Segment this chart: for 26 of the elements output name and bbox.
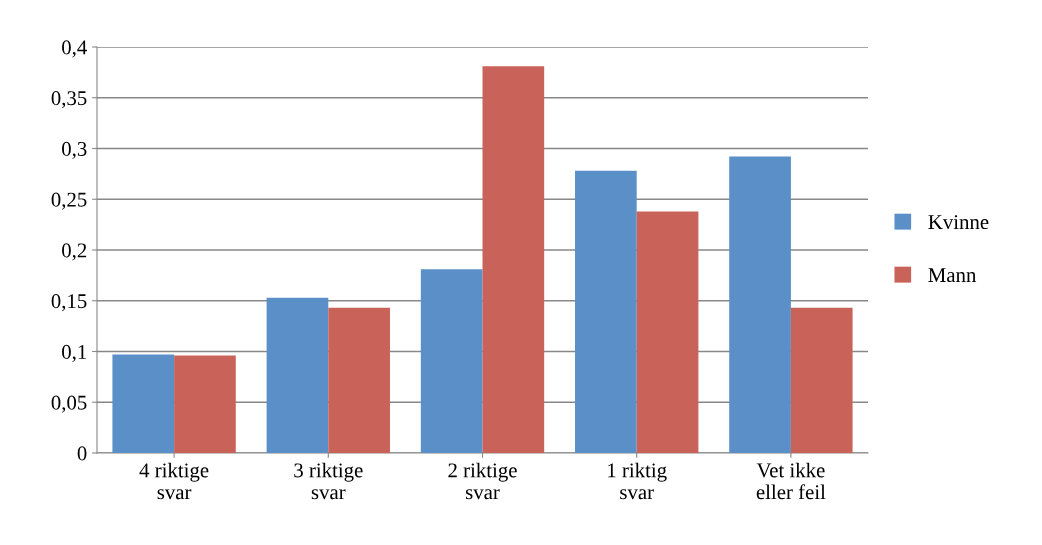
bar — [482, 66, 545, 453]
bar — [266, 297, 329, 453]
bar — [328, 307, 390, 453]
x-tick-label: Vet ikke eller feil — [756, 462, 826, 500]
x-tick-label: 2 riktige svar — [448, 462, 517, 500]
y-tick-label: 0,3 — [62, 141, 87, 159]
y-tick-label: 0,05 — [51, 395, 87, 413]
bar — [729, 156, 791, 453]
y-tick-label: 0,25 — [51, 192, 87, 210]
bar — [636, 211, 699, 453]
y-tick-label: 0,35 — [51, 91, 87, 109]
bar — [420, 269, 483, 453]
y-tick-label: 0,15 — [51, 294, 87, 312]
x-tick-label: 4 riktige svar — [139, 462, 209, 500]
legend-label: Kvinne — [928, 215, 989, 230]
x-tick-label: 1 riktig svar — [608, 462, 667, 500]
bar — [174, 355, 236, 453]
x-tick-label: 3 riktige svar — [294, 462, 363, 500]
y-tick-label: 0,2 — [62, 243, 87, 261]
legend-label: Mann — [928, 268, 977, 283]
bar — [112, 354, 175, 453]
bar — [575, 170, 637, 453]
y-tick-label: 0 — [77, 446, 87, 461]
y-tick-label: 0,4 — [62, 40, 87, 58]
bar — [790, 307, 853, 453]
y-tick-label: 0,1 — [62, 344, 87, 362]
